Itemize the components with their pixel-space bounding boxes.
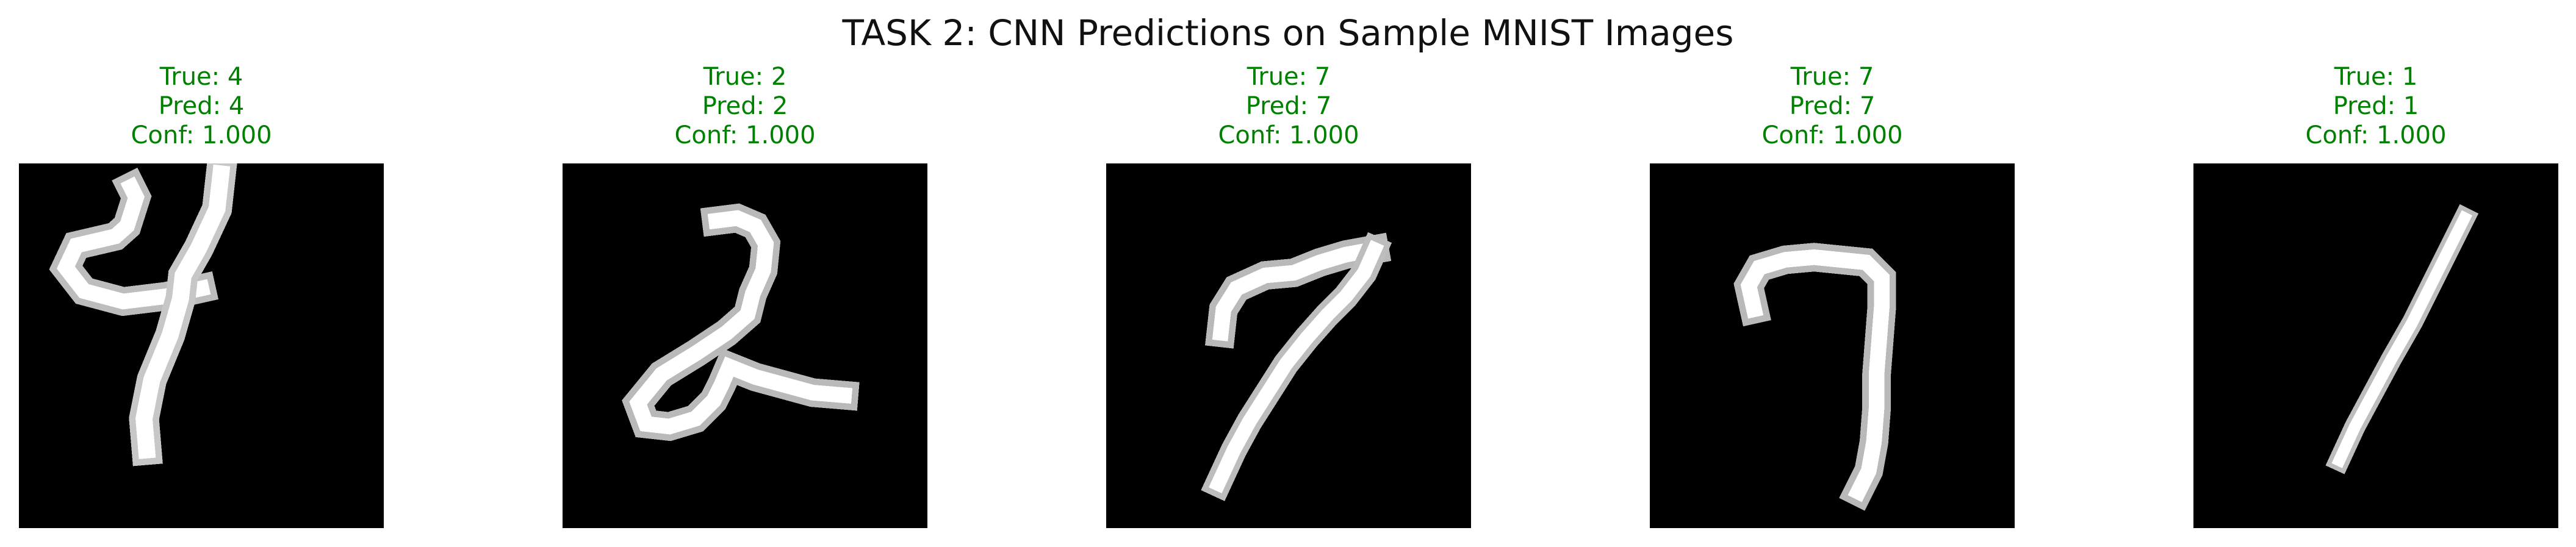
confidence-label: Conf: 1.000 <box>674 121 816 149</box>
digit-2-drawing <box>622 203 860 442</box>
panel-caption: True: 7 Pred: 7 Conf: 1.000 <box>1106 62 1471 154</box>
true-label: True: 1 <box>2334 63 2418 91</box>
prediction-panel-3: True: 7 Pred: 7 Conf: 1.000 <box>1106 62 1471 528</box>
digit-4-drawing <box>49 163 237 467</box>
prediction-panel-5: True: 1 Pred: 1 Conf: 1.000 <box>2193 62 2558 528</box>
digit-1-drawing <box>2325 204 2479 474</box>
figure-title: TASK 2: CNN Predictions on Sample MNIST … <box>842 12 1734 54</box>
mnist-image-digit-2 <box>563 163 927 528</box>
panel-caption: True: 1 Pred: 1 Conf: 1.000 <box>2193 62 2558 154</box>
confidence-label: Conf: 1.000 <box>1761 121 1903 149</box>
mnist-image-digit-7 <box>1650 163 2015 528</box>
panel-caption: True: 7 Pred: 7 Conf: 1.000 <box>1650 62 2015 154</box>
pred-label: Pred: 7 <box>1245 92 1332 120</box>
confidence-label: Conf: 1.000 <box>131 121 272 149</box>
pred-label: Pred: 1 <box>2333 92 2419 120</box>
digit-7-drawing <box>1201 232 1392 501</box>
mnist-image-digit-7 <box>1106 163 1471 528</box>
pred-label: Pred: 7 <box>1789 92 1876 120</box>
true-label: True: 4 <box>159 63 243 91</box>
mnist-image-digit-4 <box>19 163 384 528</box>
prediction-panel-4: True: 7 Pred: 7 Conf: 1.000 <box>1650 62 2015 528</box>
digit-7-drawing <box>1733 243 1896 511</box>
confidence-label: Conf: 1.000 <box>2305 121 2447 149</box>
pred-label: Pred: 2 <box>702 92 788 120</box>
true-label: True: 7 <box>1790 63 1874 91</box>
panel-caption: True: 4 Pred: 4 Conf: 1.000 <box>19 62 384 154</box>
true-label: True: 2 <box>703 63 787 91</box>
pred-label: Pred: 4 <box>158 92 245 120</box>
confidence-label: Conf: 1.000 <box>1218 121 1359 149</box>
prediction-panel-1: True: 4 Pred: 4 Conf: 1.000 <box>19 62 384 528</box>
mnist-image-digit-1 <box>2193 163 2558 528</box>
panel-caption: True: 2 Pred: 2 Conf: 1.000 <box>563 62 927 154</box>
prediction-panel-2: True: 2 Pred: 2 Conf: 1.000 <box>563 62 927 528</box>
true-label: True: 7 <box>1247 63 1331 91</box>
